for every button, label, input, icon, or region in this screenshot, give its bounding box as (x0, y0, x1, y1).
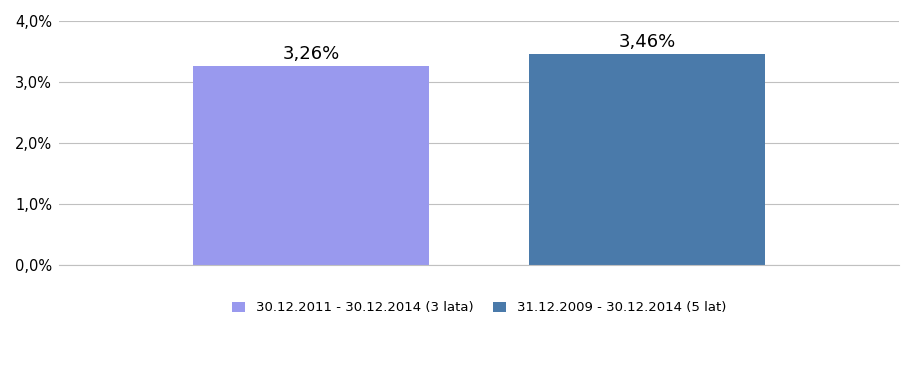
Bar (529, 54, 765, 265)
Legend: 30.12.2011 - 30.12.2014 (3 lata), 31.12.2009 - 30.12.2014 (5 lat): 30.12.2011 - 30.12.2014 (3 lata), 31.12.… (227, 296, 731, 320)
Text: 3,26%: 3,26% (282, 45, 340, 63)
Text: 3,46%: 3,46% (619, 33, 675, 51)
Bar (194, 66, 429, 265)
